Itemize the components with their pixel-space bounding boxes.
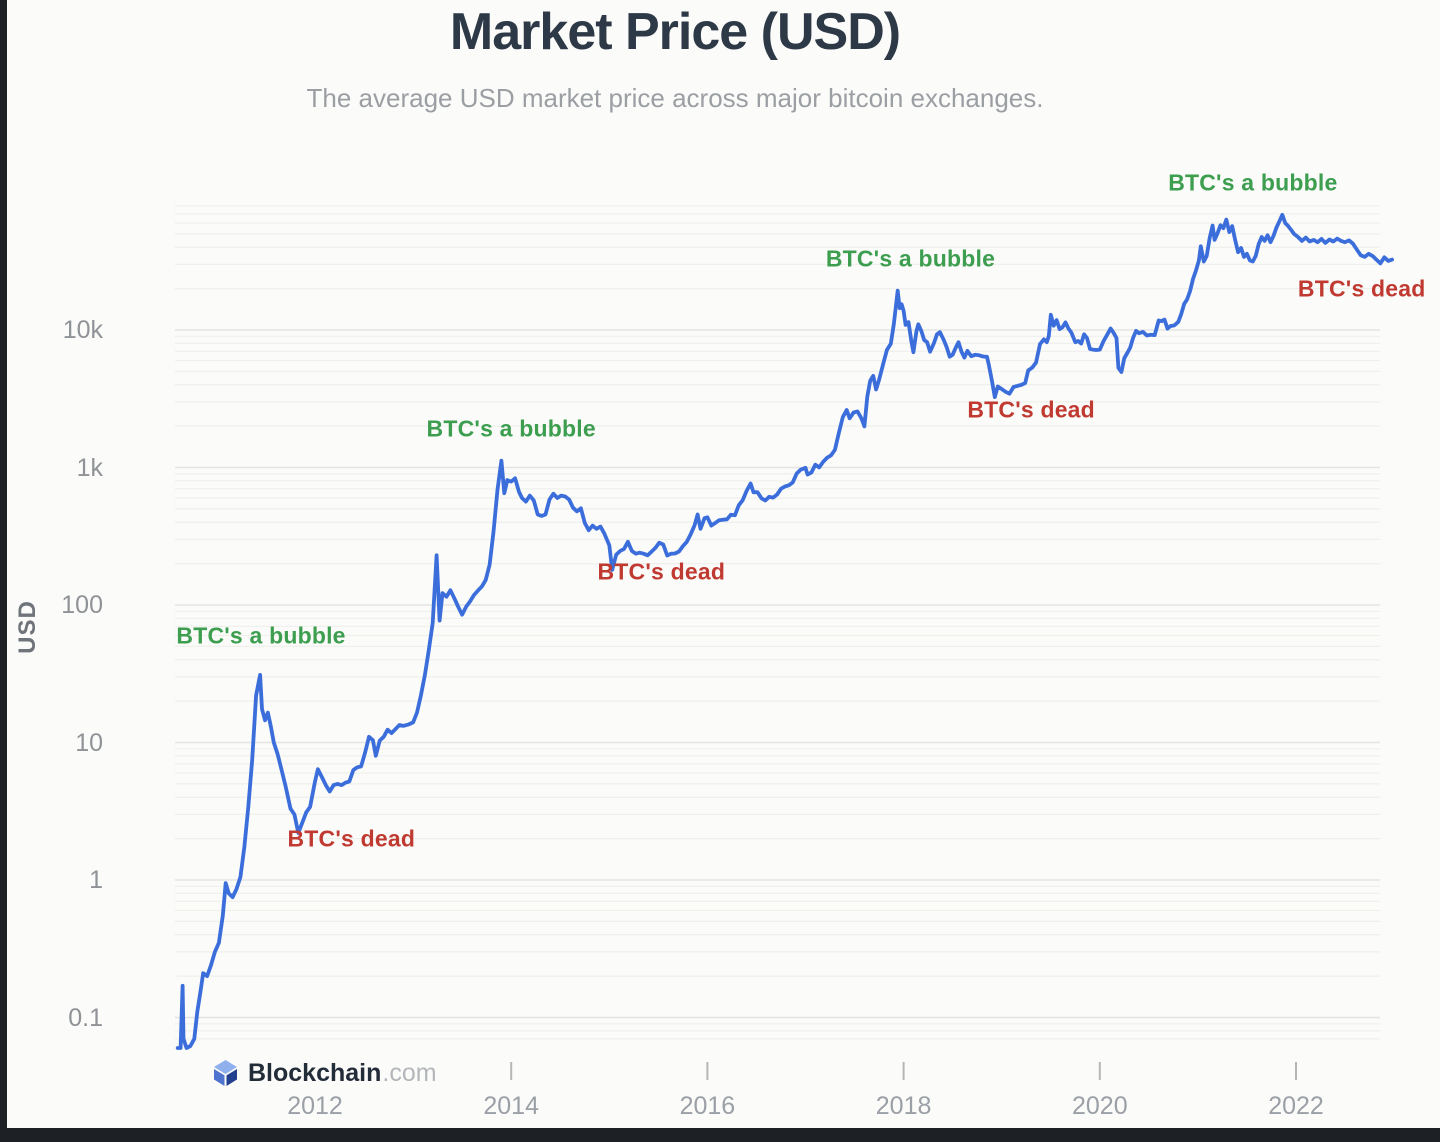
chart-title: Market Price (USD) bbox=[449, 3, 901, 61]
x-tick-2022: 2022 bbox=[1268, 1092, 1324, 1120]
x-tick-2014: 2014 bbox=[483, 1092, 539, 1120]
annotation-bubble: BTC's a bubble bbox=[1168, 169, 1338, 196]
blockchain-cube-icon bbox=[214, 1060, 237, 1086]
blockchain-watermark-link[interactable]: Blockchain .com bbox=[212, 1056, 437, 1090]
annotation-dead: BTC's dead bbox=[597, 558, 726, 585]
x-tick-2020: 2020 bbox=[1071, 1092, 1128, 1120]
y-tick-0.1: 0.1 bbox=[68, 1003, 103, 1032]
x-tick-2018: 2018 bbox=[875, 1092, 932, 1120]
y-tick-1: 1 bbox=[89, 866, 103, 894]
annotation-dead: BTC's dead bbox=[967, 396, 1095, 423]
y-tick-100: 100 bbox=[61, 591, 103, 619]
annotation-bubble: BTC's a bubble bbox=[825, 245, 996, 272]
annotation-bubble: BTC's a bubble bbox=[426, 415, 596, 442]
logo-suffix-text: .com bbox=[382, 1058, 437, 1087]
window-left-edge bbox=[0, 0, 7, 1142]
y-tick-10: 10 bbox=[75, 728, 103, 757]
window-bottom-edge bbox=[0, 1128, 1440, 1142]
annotation-bubble: BTC's a bubble bbox=[176, 622, 346, 648]
chart-subtitle: The average USD market price across majo… bbox=[306, 83, 1044, 113]
btc-price-line bbox=[175, 212, 1394, 1050]
x-tick-2016: 2016 bbox=[679, 1092, 736, 1120]
annotation-dead: BTC's dead bbox=[1297, 275, 1426, 302]
y-tick-10k: 10k bbox=[62, 316, 103, 344]
x-tick-2012: 2012 bbox=[287, 1092, 343, 1120]
y-tick-1k: 1k bbox=[76, 453, 103, 482]
logo-brand-text: Blockchain bbox=[248, 1058, 382, 1087]
annotation-dead: BTC's dead bbox=[287, 825, 416, 852]
